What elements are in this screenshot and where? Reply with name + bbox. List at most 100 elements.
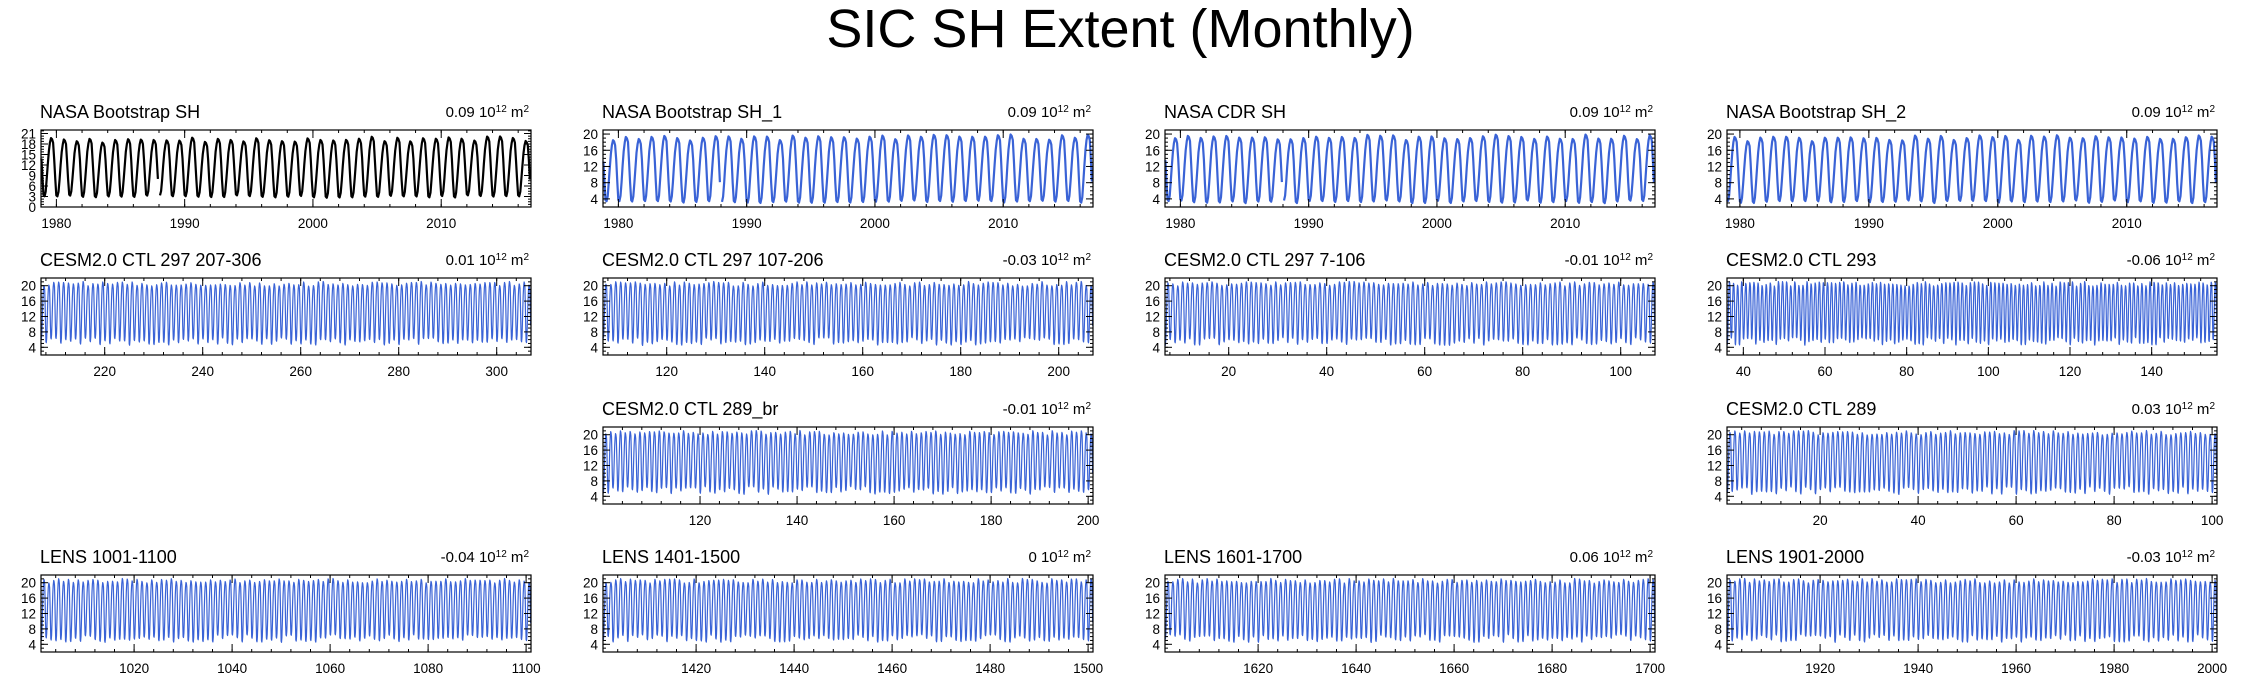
trend-unit-sq: 2 [1647, 104, 1653, 115]
y-tick-label: 4 [1714, 637, 1722, 652]
y-tick-label: 12 [1707, 159, 1722, 174]
series-line [40, 577, 532, 643]
trend-unit-sq: 2 [2209, 401, 2215, 412]
y-tick-label: 20 [583, 576, 598, 591]
x-tick-label: 180 [980, 513, 1003, 528]
x-tick-label: 300 [485, 364, 508, 379]
panel-trend: -0.01 1012 m2 [1003, 401, 1092, 419]
series-line [1726, 280, 2218, 346]
panel-title: NASA Bootstrap SH_1 [602, 102, 782, 123]
x-tick-label: 1420 [681, 661, 711, 676]
series-line [1164, 280, 1656, 346]
trend-unit-m: m [2193, 401, 2210, 418]
trend-value: -0.04 [441, 549, 475, 566]
trend-unit-exp: 12 [496, 104, 508, 115]
y-tick-label: 8 [1152, 176, 1160, 191]
y-tick-label: 8 [1714, 176, 1722, 191]
trend-unit-sq: 2 [1085, 104, 1091, 115]
trend-value: 0.09 [1008, 104, 1037, 121]
x-tick-label: 140 [2140, 364, 2163, 379]
y-tick-label: 4 [1714, 192, 1722, 207]
trend-value: 0.09 [446, 104, 475, 121]
y-tick-label: 20 [583, 279, 598, 294]
y-tick-label: 8 [1714, 325, 1722, 340]
trend-unit-sq: 2 [1647, 549, 1653, 560]
y-tick-label: 20 [1707, 279, 1722, 294]
x-tick-label: 20 [1813, 513, 1828, 528]
trend-unit-base: 10 [1599, 104, 1620, 121]
x-tick-label: 2000 [298, 216, 328, 231]
panel-trend: -0.03 1012 m2 [2127, 549, 2216, 567]
panel-trend: 0.09 1012 m2 [2132, 104, 2216, 122]
y-tick-label: 8 [590, 176, 598, 191]
x-tick-label: 1980 [1165, 216, 1195, 231]
trend-unit-m: m [507, 549, 524, 566]
trend-unit-m: m [1631, 104, 1648, 121]
panel-trend: 0.01 1012 m2 [446, 252, 530, 270]
panel-trend: 0 1012 m2 [1028, 549, 1091, 567]
x-tick-label: 1980 [1725, 216, 1755, 231]
y-tick-label: 21 [21, 127, 36, 142]
trend-unit-m: m [1069, 104, 1086, 121]
x-tick-label: 80 [2107, 513, 2122, 528]
x-tick-label: 240 [191, 364, 214, 379]
x-tick-label: 100 [2201, 513, 2224, 528]
x-tick-label: 2010 [426, 216, 456, 231]
panel-title: LENS 1401-1500 [602, 547, 740, 567]
y-tick-label: 8 [1714, 474, 1722, 489]
y-tick-label: 15 [21, 148, 36, 163]
x-tick-label: 1990 [732, 216, 762, 231]
trend-unit-sq: 2 [1085, 401, 1091, 412]
y-tick-label: 4 [590, 192, 598, 207]
y-tick-label: 12 [583, 607, 598, 622]
plot-frame [1164, 129, 1656, 208]
x-tick-label: 2000 [1422, 216, 1452, 231]
trend-unit-base: 10 [1599, 252, 1620, 269]
panel-title: CESM2.0 CTL 293 [1726, 250, 1876, 270]
trend-value: 0.09 [2132, 104, 2161, 121]
x-tick-label: 200 [1077, 513, 1100, 528]
panel-title: CESM2.0 CTL 289 [1726, 399, 1876, 419]
x-tick-label: 1620 [1243, 661, 1273, 676]
x-tick-label: 2010 [1550, 216, 1580, 231]
x-tick-label: 1920 [1805, 661, 1835, 676]
plot-frame [602, 129, 1094, 208]
y-tick-label: 4 [1152, 340, 1160, 355]
x-tick-label: 60 [1417, 364, 1432, 379]
y-tick-label: 8 [590, 325, 598, 340]
trend-unit-m: m [2193, 252, 2210, 269]
x-tick-label: 1500 [1073, 661, 1103, 676]
trend-unit-base: 10 [1037, 252, 1058, 269]
trend-unit-sq: 2 [523, 104, 529, 115]
y-tick-label: 20 [1145, 127, 1160, 142]
y-tick-label: 20 [583, 127, 598, 142]
panel-trend: -0.01 1012 m2 [1565, 252, 1654, 270]
y-tick-label: 8 [1152, 622, 1160, 637]
x-tick-label: 80 [1515, 364, 1530, 379]
x-tick-label: 1060 [315, 661, 345, 676]
y-tick-label: 20 [1707, 428, 1722, 443]
series-line [602, 577, 1094, 643]
panel-title: CESM2.0 CTL 289_br [602, 399, 778, 420]
x-tick-label: 120 [689, 513, 712, 528]
x-tick-label: 1980 [41, 216, 71, 231]
x-tick-label: 80 [1899, 364, 1914, 379]
series-line [1726, 577, 2218, 643]
panel-trend: 0.09 1012 m2 [446, 104, 530, 122]
series-line [40, 280, 532, 346]
x-tick-label: 60 [1817, 364, 1832, 379]
trend-unit-exp: 12 [1058, 104, 1070, 115]
x-tick-label: 40 [1911, 513, 1926, 528]
panel-title: NASA Bootstrap SH [40, 102, 200, 122]
y-tick-label: 12 [21, 310, 36, 325]
panel-trend: -0.04 1012 m2 [441, 549, 530, 567]
panel-trend: 0.03 1012 m2 [2132, 401, 2216, 419]
x-tick-label: 1680 [1537, 661, 1567, 676]
